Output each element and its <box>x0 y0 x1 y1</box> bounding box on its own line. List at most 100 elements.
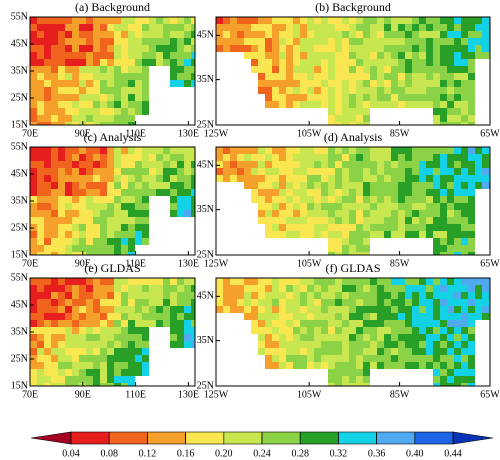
grid-cell <box>79 231 86 238</box>
grid-cell <box>377 168 384 175</box>
grid-cell <box>51 245 58 252</box>
grid-cell <box>454 383 461 386</box>
grid-cell <box>128 376 135 383</box>
grid-cell <box>321 80 328 87</box>
grid-cell <box>251 182 258 189</box>
grid-cell <box>72 231 79 238</box>
grid-cell <box>377 59 384 66</box>
grid-cell <box>279 292 286 299</box>
grid-cell <box>100 31 107 38</box>
grid-cell <box>363 182 370 189</box>
grid-cell <box>191 80 195 87</box>
grid-cell <box>475 17 482 24</box>
grid-cell <box>184 196 191 203</box>
y-tick-label: 25N <box>197 380 214 391</box>
grid-cell <box>51 231 58 238</box>
x-tick-label: 70E <box>22 258 38 269</box>
grid-cell <box>237 154 244 161</box>
grid-cell <box>72 94 79 101</box>
grid-cell <box>30 115 37 122</box>
grid-cell <box>433 348 440 355</box>
grid-cell <box>121 45 128 52</box>
grid-cell <box>79 147 86 154</box>
grid-cell <box>156 168 163 175</box>
grid-cell <box>44 52 51 59</box>
grid-cell <box>170 306 177 313</box>
grid-cell <box>433 285 440 292</box>
grid-cell <box>51 154 58 161</box>
grid-cell <box>121 147 128 154</box>
grid-cell <box>93 87 100 94</box>
grid-cell <box>433 108 440 115</box>
grid-cell <box>191 285 195 292</box>
grid-cell <box>65 203 72 210</box>
grid-cell <box>86 175 93 182</box>
grid-cell <box>149 154 156 161</box>
grid-cell <box>293 210 300 217</box>
grid-cell <box>272 334 279 341</box>
grid-cell <box>321 203 328 210</box>
grid-cell <box>272 348 279 355</box>
grid-cell <box>433 154 440 161</box>
grid-cell <box>447 341 454 348</box>
grid-cell <box>286 355 293 362</box>
grid-cell <box>335 278 342 285</box>
grid-cell <box>475 292 482 299</box>
grid-cell <box>321 196 328 203</box>
grid-cell <box>72 341 79 348</box>
grid-cell <box>363 341 370 348</box>
grid-cell <box>272 306 279 313</box>
grid-cell <box>328 161 335 168</box>
colorbar-tick-label: 0.04 <box>62 448 80 459</box>
grid-cell <box>342 334 349 341</box>
grid-cell <box>265 24 272 31</box>
grid-cell <box>149 147 156 154</box>
grid-cell <box>107 292 114 299</box>
grid-cell <box>135 306 142 313</box>
grid-cell <box>447 161 454 168</box>
grid-cell <box>307 334 314 341</box>
grid-cell <box>356 52 363 59</box>
grid-cell <box>426 94 433 101</box>
grid-cell <box>93 299 100 306</box>
grid-cell <box>328 210 335 217</box>
grid-cell <box>482 161 489 168</box>
grid-cell <box>100 168 107 175</box>
grid-cell <box>128 94 135 101</box>
grid-cell <box>363 80 370 87</box>
grid-cell <box>170 320 177 327</box>
grid-cell <box>349 369 356 376</box>
grid-cell <box>114 355 121 362</box>
grid-cell <box>300 278 307 285</box>
grid-cell <box>293 320 300 327</box>
grid-cell <box>300 24 307 31</box>
colorbar-segment <box>414 431 454 445</box>
grid-cell <box>30 383 37 386</box>
grid-cell <box>191 299 195 306</box>
grid-cell <box>377 24 384 31</box>
grid-cell <box>335 189 342 196</box>
grid-cell <box>293 189 300 196</box>
x-tick-label: 85W <box>390 128 410 139</box>
grid-cell <box>265 73 272 80</box>
grid-cell <box>307 80 314 87</box>
grid-cell <box>237 306 244 313</box>
grid-cell <box>93 80 100 87</box>
grid-cell <box>426 24 433 31</box>
x-tick-label: 105W <box>297 258 322 269</box>
grid-cell <box>44 161 51 168</box>
grid-cell <box>447 189 454 196</box>
grid-cell <box>314 285 321 292</box>
grid-cell <box>363 369 370 376</box>
grid-cell <box>412 231 419 238</box>
grid-cell <box>461 161 468 168</box>
grid-cell <box>321 94 328 101</box>
grid-cell <box>454 108 461 115</box>
grid-cell <box>328 203 335 210</box>
grid-cell <box>468 369 475 376</box>
grid-cell <box>286 313 293 320</box>
grid-cell <box>44 217 51 224</box>
grid-cell <box>356 245 363 252</box>
grid-cell <box>314 59 321 66</box>
grid-cell <box>405 52 412 59</box>
